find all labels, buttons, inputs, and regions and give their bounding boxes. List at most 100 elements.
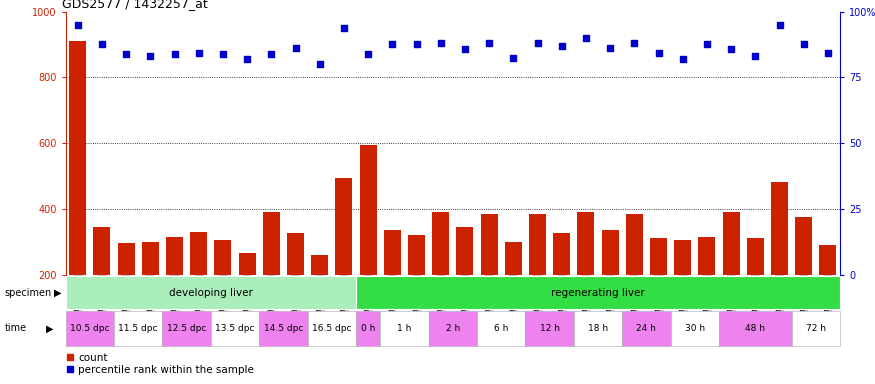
Text: 16.5 dpc: 16.5 dpc: [312, 324, 352, 333]
Point: [821, 50, 835, 56]
Bar: [94, 227, 110, 275]
Text: 24 h: 24 h: [636, 324, 656, 333]
Text: 72 h: 72 h: [806, 324, 826, 333]
Bar: [650, 238, 667, 275]
Bar: [66, 311, 114, 346]
Bar: [166, 237, 183, 275]
Bar: [723, 212, 739, 275]
Bar: [477, 311, 525, 346]
Point: [144, 53, 158, 59]
Text: GDS2577 / 1432257_at: GDS2577 / 1432257_at: [62, 0, 207, 10]
Bar: [360, 145, 376, 275]
Point: [748, 53, 762, 59]
Bar: [335, 177, 353, 275]
Point: [700, 41, 714, 48]
Bar: [602, 230, 619, 275]
Point: [579, 35, 593, 41]
Bar: [622, 311, 670, 346]
Text: specimen: specimen: [4, 288, 52, 298]
Text: 12 h: 12 h: [540, 324, 560, 333]
Point: [434, 40, 448, 46]
Point: [724, 46, 738, 52]
Text: 10.5 dpc: 10.5 dpc: [70, 324, 109, 333]
Bar: [259, 311, 308, 346]
Point: [264, 51, 278, 57]
Bar: [429, 311, 477, 346]
Point: [507, 55, 521, 61]
Legend: count, percentile rank within the sample: count, percentile rank within the sample: [66, 353, 254, 375]
Point: [555, 43, 569, 49]
Point: [312, 61, 326, 67]
Bar: [211, 311, 259, 346]
Bar: [747, 238, 764, 275]
Bar: [312, 255, 328, 275]
Point: [289, 45, 303, 51]
Bar: [578, 212, 594, 275]
Point: [482, 40, 496, 46]
Bar: [117, 243, 135, 275]
Bar: [525, 311, 574, 346]
Bar: [356, 311, 381, 346]
Text: 18 h: 18 h: [588, 324, 608, 333]
Point: [361, 51, 375, 57]
Text: 1 h: 1 h: [397, 324, 411, 333]
Point: [119, 51, 133, 57]
Text: 14.5 dpc: 14.5 dpc: [263, 324, 303, 333]
Point: [458, 46, 472, 52]
Point: [167, 51, 181, 57]
Point: [337, 25, 351, 31]
Bar: [457, 227, 473, 275]
Point: [603, 45, 617, 51]
Bar: [239, 253, 256, 275]
Point: [627, 40, 641, 46]
Bar: [529, 214, 546, 275]
Bar: [819, 245, 836, 275]
Bar: [553, 233, 570, 275]
Text: 48 h: 48 h: [746, 324, 766, 333]
Bar: [432, 212, 449, 275]
Bar: [771, 182, 788, 275]
Point: [192, 50, 206, 56]
Text: 11.5 dpc: 11.5 dpc: [118, 324, 158, 333]
Bar: [574, 311, 622, 346]
Point: [94, 41, 108, 48]
Bar: [308, 311, 356, 346]
Point: [216, 51, 230, 57]
Bar: [66, 276, 356, 309]
Text: 12.5 dpc: 12.5 dpc: [167, 324, 206, 333]
Text: ▶: ▶: [54, 288, 62, 298]
Text: 6 h: 6 h: [494, 324, 508, 333]
Point: [773, 22, 787, 28]
Bar: [792, 311, 840, 346]
Point: [676, 56, 690, 62]
Point: [530, 40, 544, 46]
Bar: [114, 311, 163, 346]
Bar: [163, 311, 211, 346]
Point: [240, 56, 254, 62]
Point: [797, 41, 811, 48]
Text: 30 h: 30 h: [685, 324, 705, 333]
Bar: [480, 214, 498, 275]
Bar: [287, 233, 304, 275]
Bar: [384, 230, 401, 275]
Bar: [675, 240, 691, 275]
Bar: [69, 41, 87, 275]
Text: regenerating liver: regenerating liver: [551, 288, 645, 298]
Text: developing liver: developing liver: [169, 288, 253, 298]
Bar: [381, 311, 429, 346]
Point: [71, 22, 85, 28]
Bar: [719, 311, 792, 346]
Bar: [214, 240, 231, 275]
Bar: [356, 276, 840, 309]
Text: 13.5 dpc: 13.5 dpc: [215, 324, 255, 333]
Bar: [408, 235, 425, 275]
Text: 0 h: 0 h: [360, 324, 375, 333]
Point: [385, 41, 399, 48]
Bar: [190, 232, 207, 275]
Bar: [626, 214, 643, 275]
Text: 2 h: 2 h: [445, 324, 460, 333]
Bar: [262, 212, 280, 275]
Point: [410, 41, 423, 48]
Bar: [670, 311, 719, 346]
Bar: [142, 242, 158, 275]
